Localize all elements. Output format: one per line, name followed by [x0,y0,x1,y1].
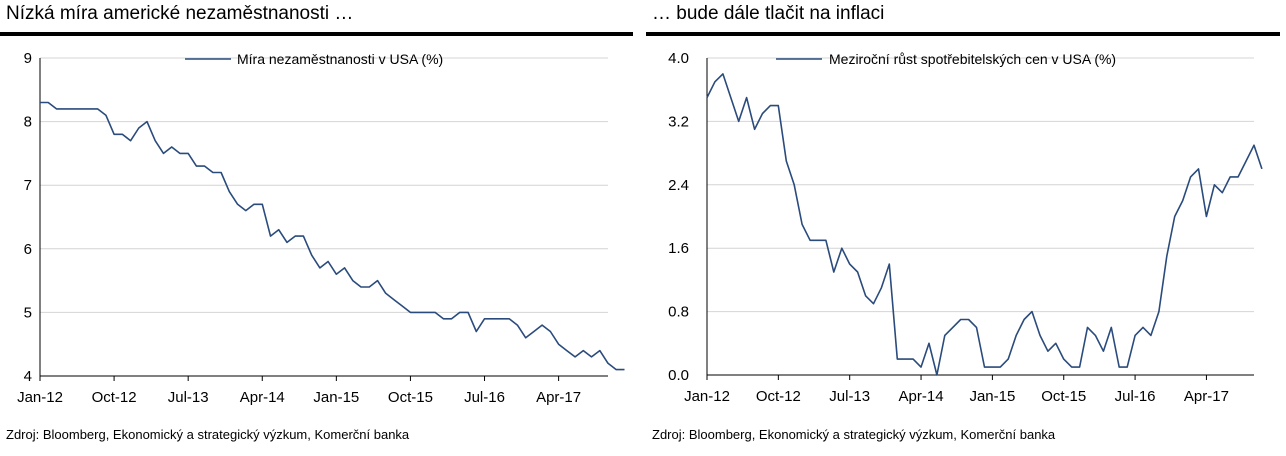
x-tick-label: Jul-13 [168,389,209,406]
x-tick-label: Apr-14 [240,389,285,406]
source-note: Zdroj: Bloomberg, Ekonomický a strategic… [652,427,1056,442]
y-tick-label: 2.4 [668,177,689,194]
left-panel: Nízká míra americké nezaměstnanosti … 4 5… [0,0,640,456]
x-tick-label: Oct-15 [388,389,433,406]
x-tick-label: Apr-17 [536,389,581,406]
x-tick-label: Jul-13 [829,388,870,405]
y-tick-label: 7 [24,177,32,194]
title-rule [646,32,1280,36]
y-tick-label: 5 [24,304,32,321]
x-tick-label: Oct-12 [756,388,801,405]
x-tick-label: Apr-17 [1184,388,1229,405]
y-tick-label: 8 [24,114,32,131]
inflation-chart: 0.0 0.8 1.6 2.4 3.2 4.0 Jan-12 Oct-12 Jul-13 Apr-… [668,50,1263,405]
y-tick-label: 9 [24,50,32,67]
x-tick-label: Jan-15 [313,389,359,406]
x-tick-label: Oct-12 [92,389,137,406]
right-panel: … bude dále tlačit na inflaci 0.0 0.8 1.6 2… [646,0,1286,456]
y-tick-label: 0.8 [668,304,689,321]
chart-title: Nízká míra americké nezaměstnanosti … [6,3,354,24]
x-tick-label: Jan-12 [684,388,730,405]
y-tick-label: 1.6 [668,240,689,257]
x-tick-label: Jan-15 [969,388,1015,405]
x-tick-label: Jul-16 [464,389,505,406]
x-tick-label: Oct-15 [1041,388,1086,405]
title-rule [0,32,633,36]
legend-label: Meziroční růst spotřebitelských cen v US… [829,51,1116,67]
x-tick-label: Apr-14 [899,388,944,405]
series-line [40,101,625,371]
x-tick-label: Jan-12 [17,389,63,406]
y-tick-label: 6 [24,241,32,258]
legend-label: Míra nezaměstnanosti v USA (%) [237,51,443,67]
x-tick-label: Jul-16 [1115,388,1156,405]
y-tick-label: 4.0 [668,50,689,67]
y-tick-label: 4 [24,368,32,385]
unemployment-chart: 4 5 6 7 8 9 Jan-12 Oct-12 Jul-13 Apr-14 Jan-15 Oct-… [17,50,625,406]
series-line [706,73,1263,376]
y-tick-label: 3.2 [668,113,689,130]
chart-title: … bude dále tlačit na inflaci [652,3,885,24]
y-tick-label: 0.0 [668,367,689,384]
source-note: Zdroj: Bloomberg, Ekonomický a strategic… [6,427,410,442]
